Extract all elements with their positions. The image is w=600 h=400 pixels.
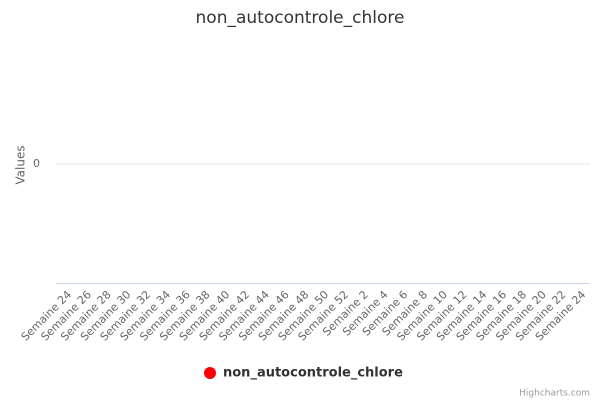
legend-symbol [204, 367, 216, 379]
credits: Highcharts.com [519, 389, 590, 399]
y-tick-label: 0 [33, 157, 40, 170]
legend-label: non_autocontrole_chlore [223, 366, 403, 381]
y-axis-title: Values [14, 145, 28, 184]
chart-title: non_autocontrole_chlore [196, 8, 405, 28]
